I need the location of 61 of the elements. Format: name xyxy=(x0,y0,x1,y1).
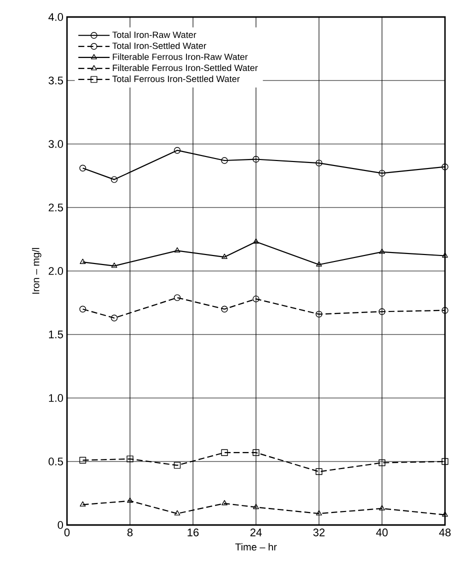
y-tick-label: 1.5 xyxy=(48,330,63,338)
point xyxy=(252,156,260,163)
point xyxy=(220,306,228,312)
point xyxy=(174,510,180,516)
y-tick-label: 0.5 xyxy=(48,458,63,466)
point xyxy=(315,160,322,166)
point xyxy=(316,510,322,516)
point xyxy=(111,262,117,268)
point xyxy=(110,176,118,183)
point xyxy=(110,314,118,322)
point xyxy=(220,157,228,164)
point xyxy=(79,306,86,312)
y-tick-label: 0 xyxy=(58,521,63,529)
point xyxy=(378,505,385,510)
point xyxy=(441,307,448,314)
point xyxy=(80,258,86,264)
x-tick-label: 24 xyxy=(250,528,262,536)
point xyxy=(378,459,386,466)
y-tick-label: 1.0 xyxy=(48,394,63,402)
legend-label: Filterable Ferrous Iron-Raw Water xyxy=(112,53,248,60)
point xyxy=(315,468,322,476)
y-tick-label: 4.0 xyxy=(48,13,63,21)
x-tick-label: 0 xyxy=(64,528,70,536)
point xyxy=(79,456,86,464)
x-tick-label: 32 xyxy=(313,528,324,536)
point xyxy=(252,504,259,510)
point xyxy=(220,449,228,456)
point xyxy=(80,501,86,507)
point xyxy=(126,498,133,503)
point xyxy=(174,294,180,302)
point xyxy=(441,458,448,465)
x-tick-label: 8 xyxy=(127,528,132,536)
point xyxy=(252,449,260,456)
point xyxy=(252,238,259,244)
point xyxy=(221,254,228,259)
point xyxy=(174,247,180,253)
legend-label: Filterable Ferrous Iron-Settled Water xyxy=(112,64,258,72)
point xyxy=(252,296,260,302)
x-axis-title: Time – hr xyxy=(235,543,277,551)
point xyxy=(378,248,385,254)
point xyxy=(174,147,180,154)
y-tick-label: 3.5 xyxy=(48,76,63,84)
point xyxy=(316,261,322,266)
point xyxy=(378,308,386,315)
point xyxy=(315,310,322,318)
point xyxy=(221,500,228,506)
point xyxy=(126,456,134,462)
legend-label: Total Iron-Settled Water xyxy=(112,42,206,49)
y-tick-label: 2.0 xyxy=(48,267,63,275)
point xyxy=(378,170,386,177)
legend-label: Total Iron-Raw Water xyxy=(112,31,196,38)
x-tick-label: 16 xyxy=(187,528,198,536)
y-tick-label: 2.5 xyxy=(48,204,63,212)
point xyxy=(174,462,180,469)
point xyxy=(441,164,448,170)
y-tick-label: 3.0 xyxy=(48,140,63,148)
y-axis-title: Iron – mg/l xyxy=(32,248,42,294)
legend-label: Total Ferrous Iron-Settled Water xyxy=(112,75,240,82)
point xyxy=(79,164,86,172)
x-tick-label: 48 xyxy=(438,528,450,536)
x-tick-label: 40 xyxy=(376,528,388,536)
